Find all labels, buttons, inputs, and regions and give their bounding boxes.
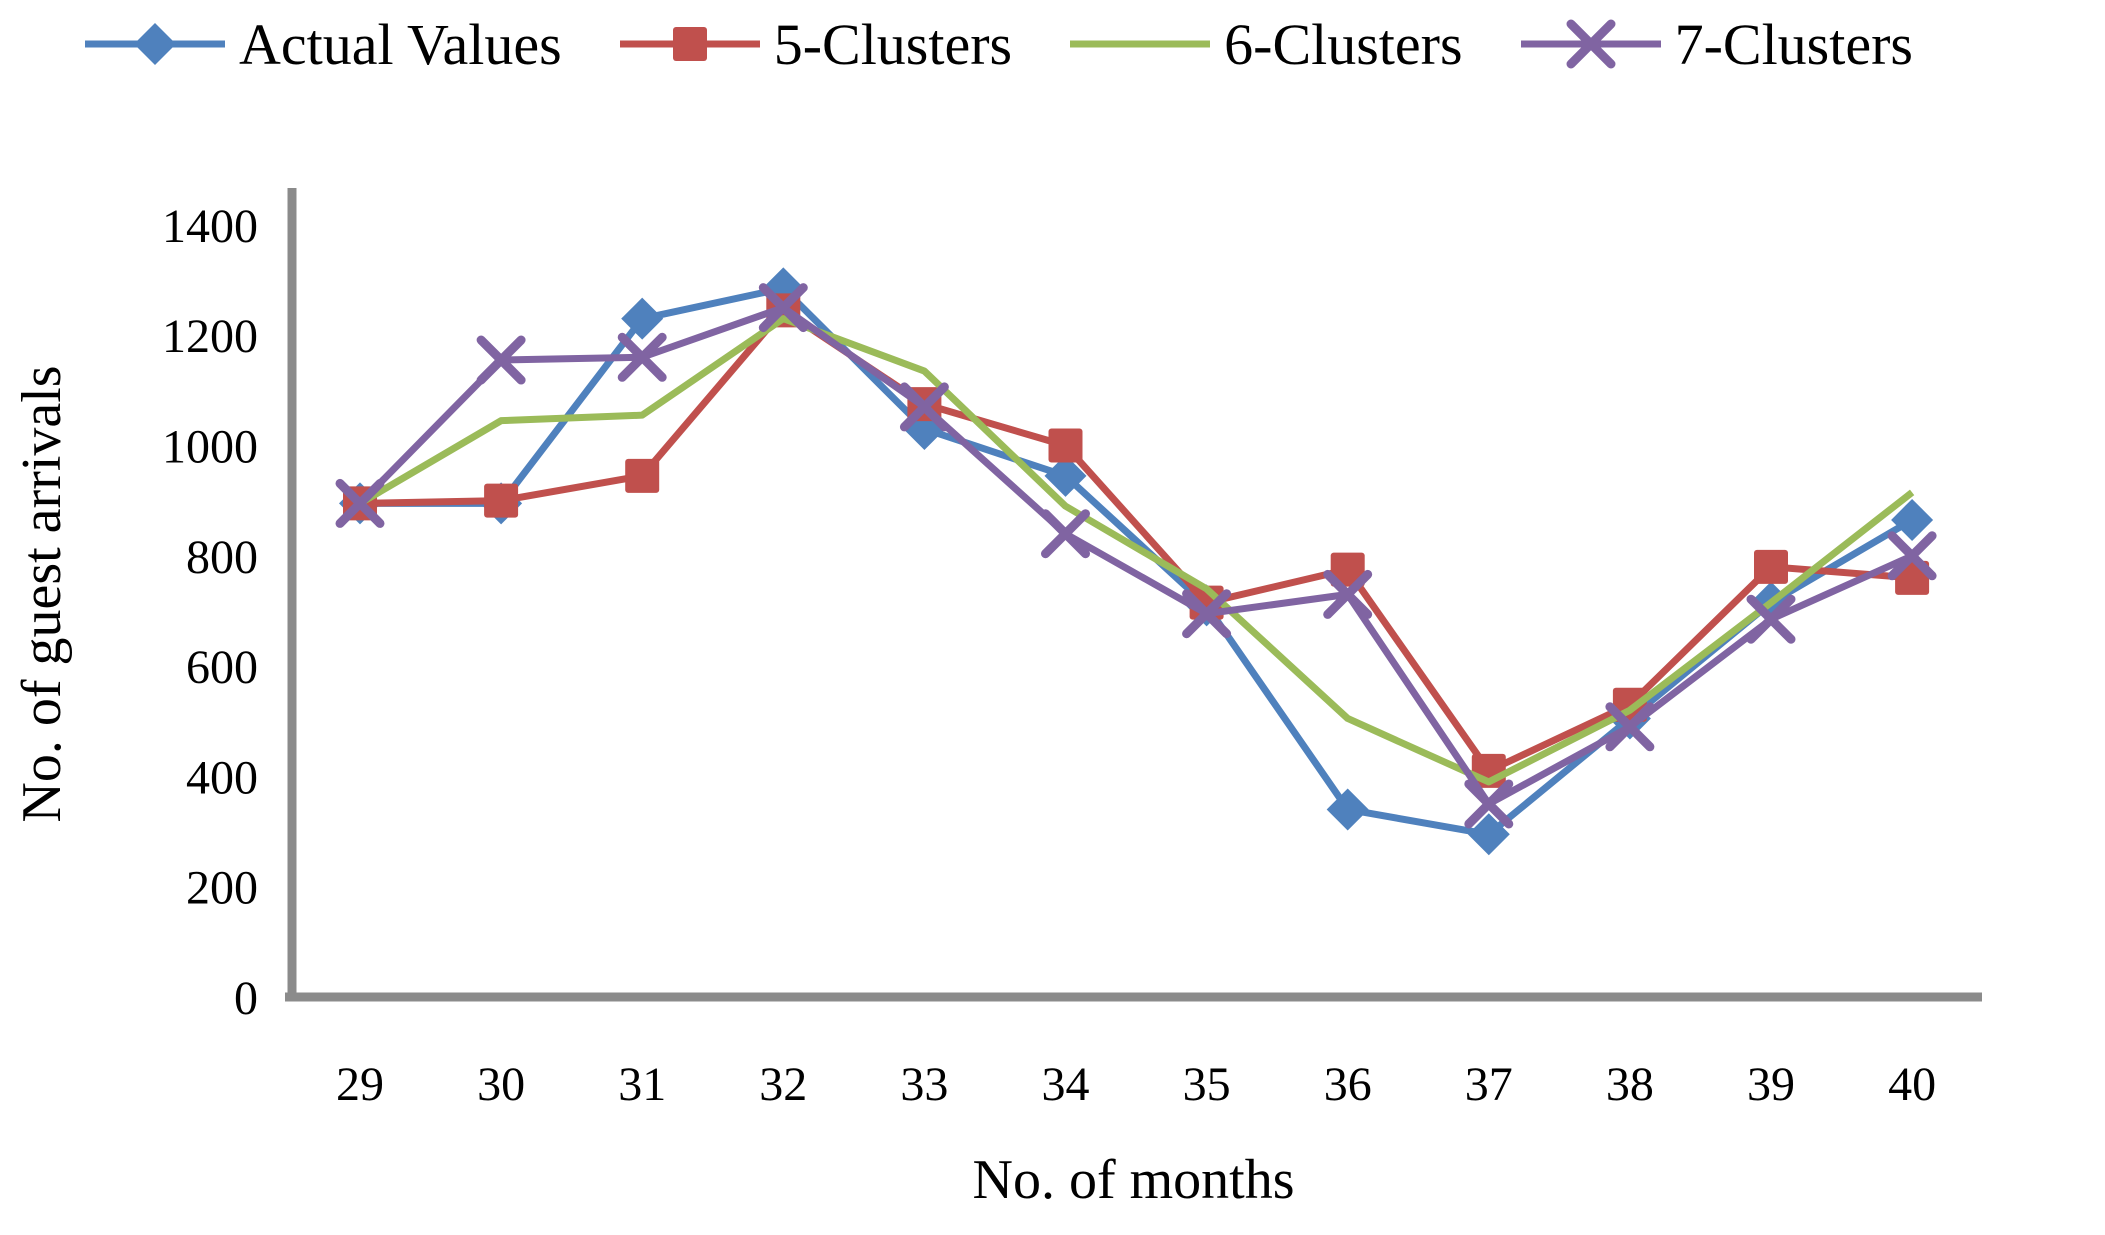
diamond-marker-actual-values	[621, 297, 664, 340]
x-tick-label: 39	[1747, 1058, 1795, 1111]
legend-item-6-clusters: 6-Clusters	[1070, 11, 1463, 78]
x-marker-7-clusters	[758, 283, 808, 333]
legend-label-5-clusters: 5-Clusters	[773, 11, 1013, 77]
legend-diamond-marker-icon	[85, 23, 225, 65]
x-tick-label: 31	[618, 1058, 666, 1111]
x-tick-label: 36	[1324, 1058, 1372, 1111]
y-tick-label: 800	[186, 531, 258, 584]
square-marker-5-clusters	[1048, 428, 1083, 463]
legend-label-6-clusters: 6-Clusters	[1224, 11, 1463, 77]
x-marker-7-clusters	[1323, 569, 1373, 619]
x-marker-7-clusters	[476, 335, 526, 385]
legend-line-marker-icon	[1070, 40, 1211, 48]
x-tick-label: 30	[477, 1058, 525, 1111]
y-tick-label: 600	[186, 641, 258, 694]
square-marker-5-clusters	[1754, 549, 1788, 584]
x-marker-7-clusters	[1746, 594, 1796, 644]
x-marker-stroke	[1182, 589, 1232, 639]
legend-label-actual-values: Actual Values	[239, 11, 562, 77]
x-marker-7-clusters	[899, 382, 949, 432]
legend-item-7-clusters: 7-Clusters	[1520, 11, 1913, 78]
x-tick-label: 40	[1888, 1058, 1936, 1111]
legend-square-marker-icon	[619, 27, 760, 61]
x-tick-label: 29	[336, 1058, 384, 1111]
diamond-marker-actual-values	[1044, 454, 1087, 497]
x-marker-stroke	[335, 478, 385, 528]
x-tick-label: 34	[1042, 1058, 1090, 1111]
x-marker-7-clusters	[1041, 509, 1090, 559]
x-marker-stroke	[1323, 569, 1373, 619]
x-tick-label: 35	[1183, 1058, 1231, 1111]
y-tick-label: 1400	[162, 200, 258, 253]
x-tick-label: 33	[900, 1058, 948, 1111]
series-line-actual-values	[360, 284, 1914, 838]
x-marker-stroke	[758, 283, 808, 333]
x-marker-stroke	[476, 335, 526, 385]
x-marker-stroke	[1566, 19, 1616, 69]
chart-legend: Actual Values 5-Clusters 6-Clusters 7-Cl…	[85, 6, 1913, 82]
diamond-marker-actual-values	[1891, 498, 1934, 541]
y-tick-label: 1200	[162, 310, 258, 363]
y-tick-label: 200	[186, 862, 258, 915]
legend-label-7-clusters: 7-Clusters	[1674, 11, 1913, 77]
y-tick-label: 0	[234, 972, 258, 1025]
x-tick-label: 38	[1606, 1058, 1654, 1111]
x-marker-7-clusters	[1464, 779, 1514, 829]
legend-x-glyph	[1566, 19, 1616, 69]
x-tick-label: 32	[759, 1058, 807, 1111]
x-marker-stroke	[1464, 779, 1514, 829]
x-axis-title: No. of months	[972, 1149, 1295, 1211]
x-tick-label: 37	[1465, 1058, 1513, 1111]
x-marker-stroke	[1041, 509, 1090, 559]
legend-x-marker-icon	[1520, 19, 1661, 69]
square-marker-5-clusters	[484, 483, 519, 518]
legend-item-5-clusters: 5-Clusters	[619, 11, 1013, 78]
x-marker-7-clusters	[617, 332, 667, 382]
y-tick-label: 1000	[162, 421, 258, 474]
x-marker-stroke	[899, 382, 949, 432]
x-marker-stroke	[1605, 702, 1655, 752]
x-marker-stroke	[1887, 531, 1937, 581]
series-line-5-clusters	[359, 306, 1913, 775]
legend-item-actual-values: Actual Values	[85, 11, 562, 78]
legend-diamond-glyph	[134, 23, 176, 65]
square-marker-5-clusters	[1330, 552, 1365, 587]
diamond-marker-actual-values	[1467, 813, 1510, 856]
series-line-6-clusters	[358, 315, 1915, 786]
x-marker-7-clusters	[1887, 531, 1937, 581]
x-marker-7-clusters	[1182, 589, 1232, 639]
x-marker-stroke	[1746, 594, 1796, 644]
x-marker-7-clusters	[1605, 702, 1655, 752]
legend-square-glyph	[672, 27, 707, 61]
x-marker-stroke	[617, 332, 667, 382]
y-tick-label: 400	[186, 751, 258, 804]
diamond-marker-actual-values	[1326, 788, 1369, 831]
square-marker-5-clusters	[625, 458, 660, 493]
x-marker-7-clusters	[335, 478, 385, 528]
